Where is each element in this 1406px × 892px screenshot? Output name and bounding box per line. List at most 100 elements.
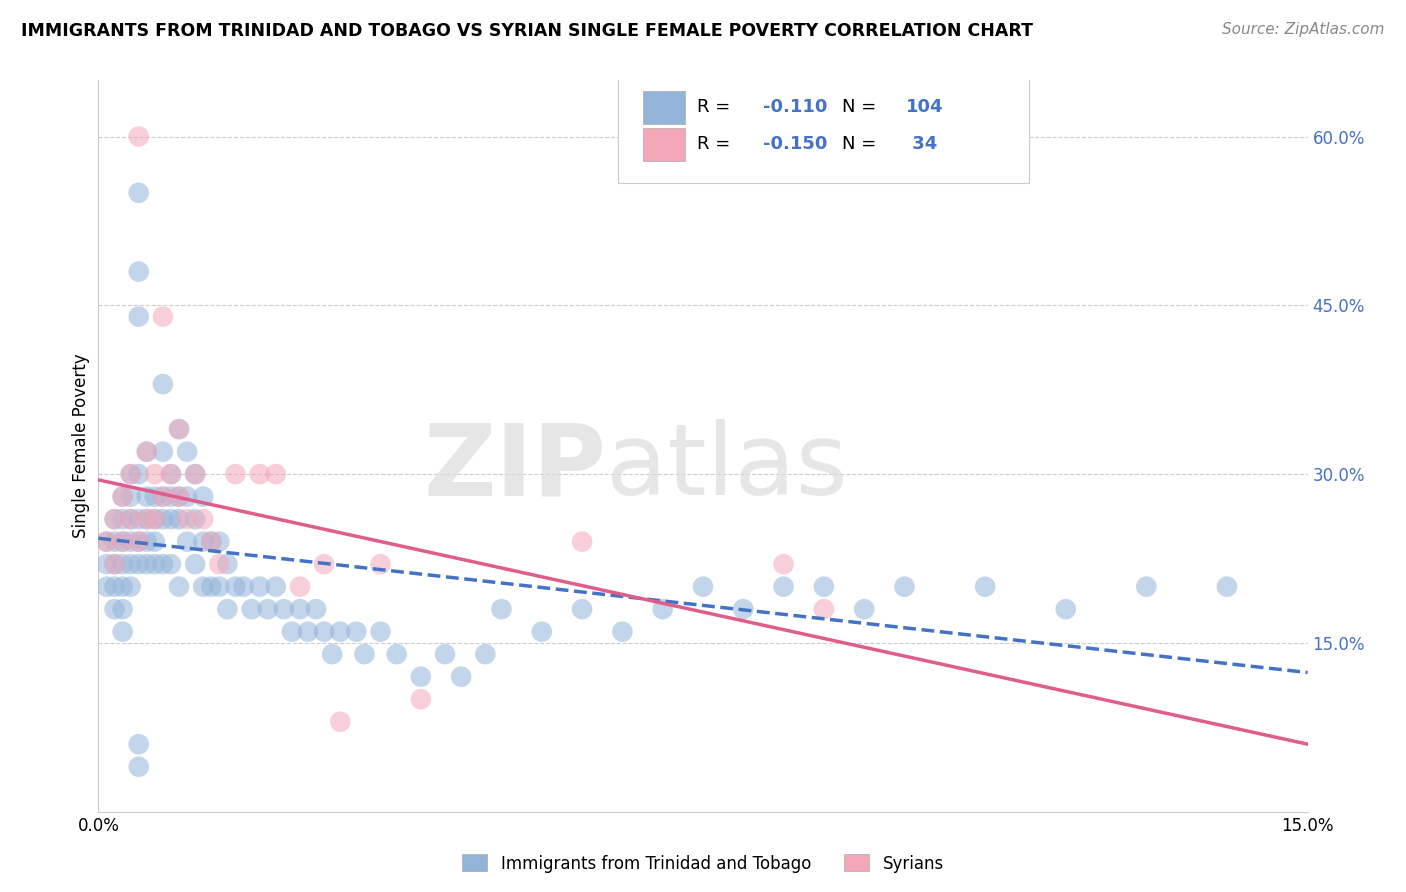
Point — [409, 670, 432, 684]
Point — [128, 467, 150, 482]
Point — [409, 692, 432, 706]
Point — [160, 557, 183, 571]
Point — [111, 602, 134, 616]
Point — [184, 467, 207, 482]
Point — [143, 512, 166, 526]
Point — [111, 580, 134, 594]
Point — [249, 580, 271, 594]
Point — [176, 534, 198, 549]
FancyBboxPatch shape — [643, 91, 685, 124]
Point — [208, 557, 231, 571]
Point — [176, 512, 198, 526]
Point — [128, 512, 150, 526]
Point — [329, 714, 352, 729]
Point — [256, 602, 278, 616]
Point — [120, 512, 142, 526]
Point — [344, 624, 367, 639]
Point — [135, 534, 157, 549]
Point — [152, 444, 174, 458]
Point — [152, 512, 174, 526]
Point — [200, 534, 222, 549]
Point — [128, 737, 150, 751]
Point — [314, 557, 336, 571]
Point — [232, 580, 254, 594]
Point — [160, 467, 183, 482]
Y-axis label: Single Female Poverty: Single Female Poverty — [72, 354, 90, 538]
Point — [120, 512, 142, 526]
Text: N =: N = — [842, 98, 876, 116]
Point — [103, 512, 125, 526]
Point — [853, 602, 876, 616]
Point — [111, 557, 134, 571]
Point — [193, 512, 215, 526]
Point — [297, 624, 319, 639]
Point — [434, 647, 457, 661]
Point — [200, 534, 222, 549]
Point — [135, 512, 157, 526]
Point — [314, 624, 336, 639]
Point — [167, 422, 190, 436]
Point — [813, 602, 835, 616]
Point — [167, 580, 190, 594]
Point — [135, 444, 157, 458]
Point — [612, 624, 634, 639]
Point — [103, 602, 125, 616]
Point — [143, 534, 166, 549]
Point — [176, 444, 198, 458]
Point — [200, 580, 222, 594]
Point — [329, 624, 352, 639]
Text: -0.150: -0.150 — [763, 135, 828, 153]
Point — [128, 760, 150, 774]
Text: Source: ZipAtlas.com: Source: ZipAtlas.com — [1222, 22, 1385, 37]
Point — [264, 467, 287, 482]
Point — [273, 602, 295, 616]
Point — [240, 602, 263, 616]
Point — [120, 467, 142, 482]
Point — [224, 580, 246, 594]
Point — [491, 602, 513, 616]
Point — [893, 580, 915, 594]
Point — [111, 490, 134, 504]
Point — [128, 534, 150, 549]
Point — [135, 557, 157, 571]
Point — [96, 534, 118, 549]
Point — [143, 490, 166, 504]
Point — [571, 534, 593, 549]
Point — [152, 490, 174, 504]
Text: R =: R = — [697, 135, 730, 153]
Point — [1135, 580, 1157, 594]
Point — [651, 602, 673, 616]
Point — [208, 580, 231, 594]
Point — [103, 557, 125, 571]
Point — [111, 490, 134, 504]
Point — [224, 467, 246, 482]
Point — [571, 602, 593, 616]
Point — [96, 534, 118, 549]
Point — [103, 512, 125, 526]
Point — [184, 467, 207, 482]
Point — [120, 580, 142, 594]
Point — [152, 310, 174, 324]
Point — [103, 580, 125, 594]
Point — [1216, 580, 1239, 594]
Point — [474, 647, 496, 661]
Text: IMMIGRANTS FROM TRINIDAD AND TOBAGO VS SYRIAN SINGLE FEMALE POVERTY CORRELATION : IMMIGRANTS FROM TRINIDAD AND TOBAGO VS S… — [21, 22, 1033, 40]
Point — [193, 534, 215, 549]
Text: N =: N = — [842, 135, 876, 153]
Point — [160, 490, 183, 504]
Point — [111, 534, 134, 549]
Point — [111, 624, 134, 639]
Text: 34: 34 — [905, 135, 938, 153]
Point — [772, 557, 794, 571]
Point — [103, 557, 125, 571]
Text: atlas: atlas — [606, 419, 848, 516]
Point — [281, 624, 304, 639]
Point — [135, 512, 157, 526]
Text: 104: 104 — [905, 98, 943, 116]
Point — [733, 602, 755, 616]
Point — [193, 490, 215, 504]
Point — [450, 670, 472, 684]
Point — [128, 557, 150, 571]
FancyBboxPatch shape — [643, 128, 685, 161]
Point — [103, 534, 125, 549]
